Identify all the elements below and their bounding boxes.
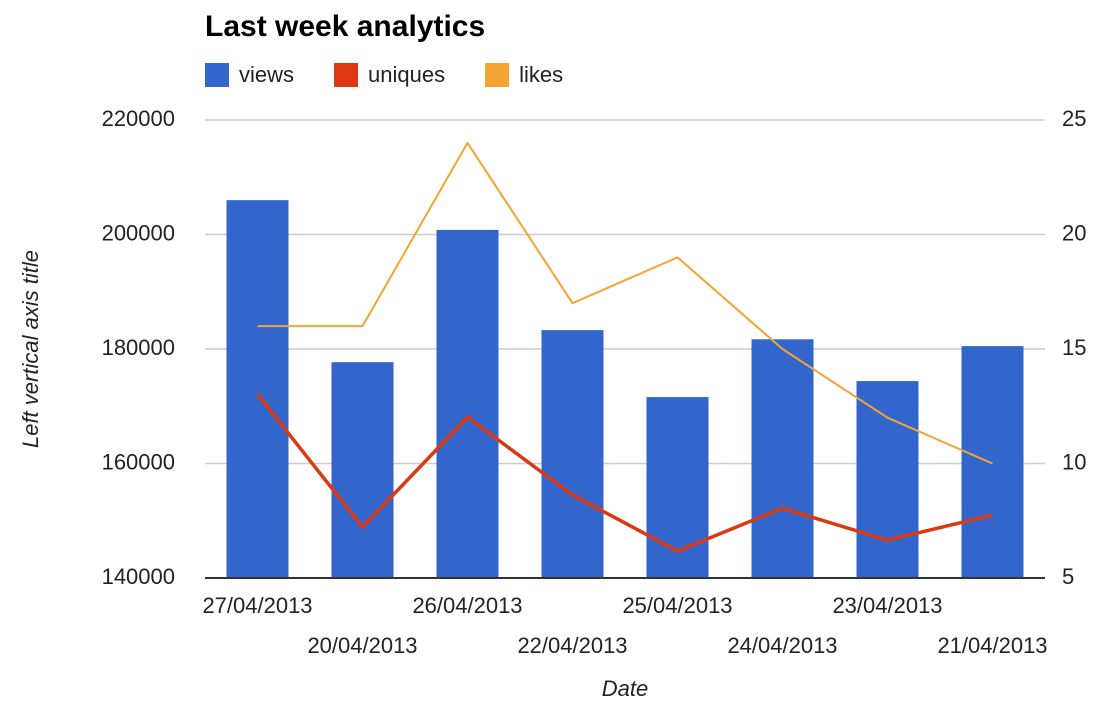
bar (226, 200, 289, 578)
bar (541, 330, 604, 578)
y-tick-label: 140000 (102, 564, 175, 589)
y2-tick-label: 10 (1062, 449, 1086, 474)
legend-label: views (239, 62, 294, 87)
y2-tick-label: 20 (1062, 220, 1086, 245)
x-tick-label: 23/04/2013 (832, 593, 942, 618)
x-tick-label: 26/04/2013 (412, 593, 522, 618)
line (256, 393, 993, 553)
y-tick-label: 220000 (102, 106, 175, 131)
legend-label: likes (519, 62, 563, 87)
y-tick-label: 200000 (102, 220, 175, 245)
x-tick-label: 25/04/2013 (622, 593, 732, 618)
y-tick-label: 180000 (102, 335, 175, 360)
x-tick-label: 21/04/2013 (937, 633, 1047, 658)
bar (646, 397, 709, 578)
legend-swatch (485, 63, 510, 87)
x-tick-label: 20/04/2013 (307, 633, 417, 658)
legend-label: uniques (368, 62, 445, 87)
line (257, 141, 993, 465)
bar (331, 362, 394, 578)
chart-title: Last week analytics (205, 10, 485, 43)
y2-tick-label: 5 (1062, 564, 1074, 589)
x-axis-title: Date (602, 676, 648, 701)
bar (436, 229, 499, 579)
y-axis-title: Left vertical axis title (18, 250, 43, 448)
x-tick-label: 24/04/2013 (727, 633, 837, 658)
bar (856, 381, 919, 578)
y-tick-label: 160000 (102, 449, 175, 474)
legend-swatch (334, 63, 359, 87)
x-tick-label: 27/04/2013 (202, 593, 312, 618)
bar (961, 346, 1024, 578)
x-tick-label: 22/04/2013 (517, 633, 627, 658)
y2-tick-label: 25 (1062, 106, 1086, 131)
legend-swatch (205, 63, 229, 87)
bar (751, 339, 814, 578)
y2-tick-label: 15 (1062, 335, 1086, 360)
